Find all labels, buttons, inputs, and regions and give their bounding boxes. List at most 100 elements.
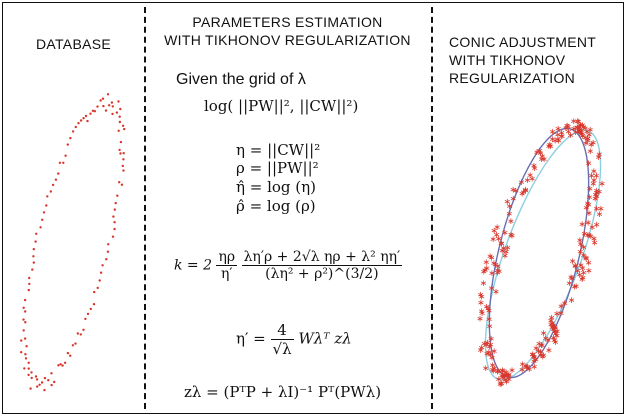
database-point (58, 161, 62, 164)
conic-fit-plot: ∗∗∗∗∗∗∗∗∗∗∗∗∗∗∗∗∗∗∗∗∗∗∗∗∗∗∗∗∗∗∗∗∗∗∗∗∗∗∗∗… (476, 117, 606, 390)
conic-scatter-point: ∗ (555, 136, 563, 146)
conic-scatter-point: ∗ (520, 188, 528, 198)
conic-scatter-point: ∗ (480, 279, 488, 289)
conic-scatter-point: ∗ (593, 186, 601, 196)
conic-scatter-point: ∗ (522, 362, 530, 372)
database-point (51, 183, 55, 187)
conic-scatter-point: ∗ (575, 117, 583, 127)
database-point (35, 232, 38, 235)
conic-scatter-point: ∗ (576, 236, 584, 246)
conic-scatter-point: ∗ (578, 275, 586, 285)
eta-prime-fraction: 4 √λ (270, 321, 294, 358)
database-panel: DATABASE (3, 3, 144, 413)
database-point (49, 190, 52, 193)
conic-scatter-point: ∗ (485, 306, 493, 316)
conic-scatter-point: ∗ (585, 130, 593, 140)
conic-scatter-point: ∗ (503, 371, 511, 381)
database-point (30, 371, 33, 374)
database-point (59, 363, 62, 366)
conic-scatter-point: ∗ (585, 266, 593, 276)
conic-scatter-point: ∗ (494, 262, 502, 272)
conic-scatter-point: ∗ (490, 366, 498, 376)
conic-scatter-point: ∗ (565, 128, 573, 138)
database-point (23, 298, 27, 302)
conic-scatter-point: ∗ (548, 319, 556, 329)
conic-scatter-point: ∗ (531, 363, 539, 373)
database-point (28, 282, 31, 286)
conic-scatter-point: ∗ (590, 176, 598, 186)
conic-scatter-point: ∗ (484, 339, 492, 349)
conic-scatter-point: ∗ (580, 269, 588, 279)
k-fraction-2-num: λη′ρ + 2√λ ηρ + λ² ηη′ (241, 249, 403, 266)
conic-scatter-point: ∗ (577, 247, 585, 257)
conic-scatter-point: ∗ (585, 201, 593, 211)
conic-scatter-point: ∗ (488, 284, 496, 294)
conic-scatter-point: ∗ (584, 137, 592, 147)
database-point (118, 148, 121, 152)
database-point (113, 227, 116, 231)
conic-scatter-point: ∗ (540, 329, 548, 339)
conic-scatter-point: ∗ (591, 194, 599, 204)
database-points (20, 93, 126, 392)
database-point (43, 388, 46, 392)
database-point (24, 321, 27, 324)
conic-scatter-point: ∗ (483, 264, 491, 274)
database-point (63, 361, 67, 364)
conic-scatter-point: ∗ (553, 331, 561, 341)
conic-scatter-point: ∗ (490, 364, 498, 374)
database-point (111, 235, 115, 238)
database-point (42, 211, 46, 214)
database-title: DATABASE (35, 36, 111, 52)
conic-scatter-point: ∗ (550, 325, 558, 335)
eta-prime-den: √λ (272, 340, 292, 358)
equation-log-pair: log( ||PW||², ||CW||²) (204, 97, 359, 115)
database-point (116, 194, 119, 197)
conic-scatter-point: ∗ (477, 291, 485, 301)
figure-frame: DATABASE PARAMETERS ESTIMATION WITH TIKH… (2, 2, 624, 414)
conic-scatter-point: ∗ (501, 251, 509, 261)
database-point (106, 250, 110, 253)
conic-scatter-point: ∗ (550, 334, 558, 344)
database-point (66, 143, 69, 146)
database-point (69, 136, 72, 140)
database-point (27, 288, 30, 292)
conic-scatter-point: ∗ (526, 365, 534, 375)
database-point (20, 339, 23, 342)
conic-scatter-point: ∗ (530, 357, 538, 367)
conic-scatter-point: ∗ (583, 204, 591, 214)
database-point (74, 125, 78, 129)
conic-scatter-point: ∗ (482, 364, 490, 374)
conic-scatter-point: ∗ (587, 147, 595, 157)
database-point (98, 279, 101, 282)
conic-scatter-point: ∗ (564, 123, 572, 133)
conic-scatter-point: ∗ (499, 373, 507, 383)
conic-scatter-point: ∗ (557, 309, 565, 319)
conic-scatter-point: ∗ (484, 305, 492, 315)
conic-scatter-point: ∗ (494, 266, 502, 276)
database-point (119, 152, 122, 155)
conic-scatter-point: ∗ (575, 124, 583, 134)
conic-scatter-point: ∗ (486, 343, 494, 353)
conic-scatter-point: ∗ (536, 147, 544, 157)
database-point (66, 351, 70, 355)
database-point (93, 290, 96, 294)
database-point (24, 353, 27, 356)
conic-scatter-point: ∗ (554, 135, 562, 145)
parameters-panel: PARAMETERS ESTIMATION WITH TIKHONOV REGU… (144, 3, 431, 413)
conic-scatter-point: ∗ (582, 139, 590, 149)
conic-scatter-point: ∗ (557, 302, 565, 312)
conic-scatter-point: ∗ (507, 230, 515, 240)
database-point (53, 380, 56, 384)
conic-scatter-point: ∗ (584, 135, 592, 145)
conic-scatter-point: ∗ (512, 187, 520, 197)
conic-scatter-point: ∗ (478, 344, 486, 354)
conic-scatter-point: ∗ (501, 375, 509, 385)
conic-scatter-point: ∗ (572, 262, 580, 272)
conic-scatter-point: ∗ (487, 350, 495, 360)
conic-scatter-point: ∗ (554, 130, 562, 140)
database-point (111, 105, 115, 108)
database-point (89, 112, 92, 115)
conic-scatter-point: ∗ (509, 185, 517, 195)
conic-scatter-point: ∗ (547, 321, 555, 331)
conic-scatter-point: ∗ (532, 344, 540, 354)
